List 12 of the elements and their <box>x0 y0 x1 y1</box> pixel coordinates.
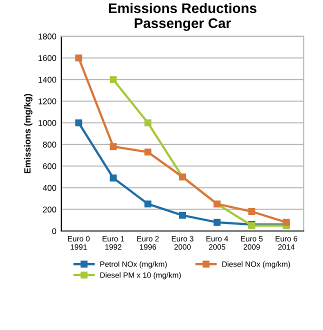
y-tick-label: 600 <box>43 163 56 170</box>
y-tick-label: 1400 <box>38 76 56 83</box>
y-tick-label: 1600 <box>38 55 56 62</box>
y-tick-label: 400 <box>42 184 56 191</box>
y-tick-label: 1200 <box>38 98 56 104</box>
y-tick-label: 200 <box>43 206 56 212</box>
y-tick-label: 1800 <box>38 34 56 40</box>
y-tick-label: 800 <box>42 142 56 148</box>
y-tick-label: 0 <box>52 228 56 234</box>
y-axis-title: Emissions (mg/kg) <box>24 94 32 174</box>
y-tick-label: 1000 <box>38 120 56 126</box>
chart-title: Emissions Reductions Passenger Car <box>108 2 256 31</box>
